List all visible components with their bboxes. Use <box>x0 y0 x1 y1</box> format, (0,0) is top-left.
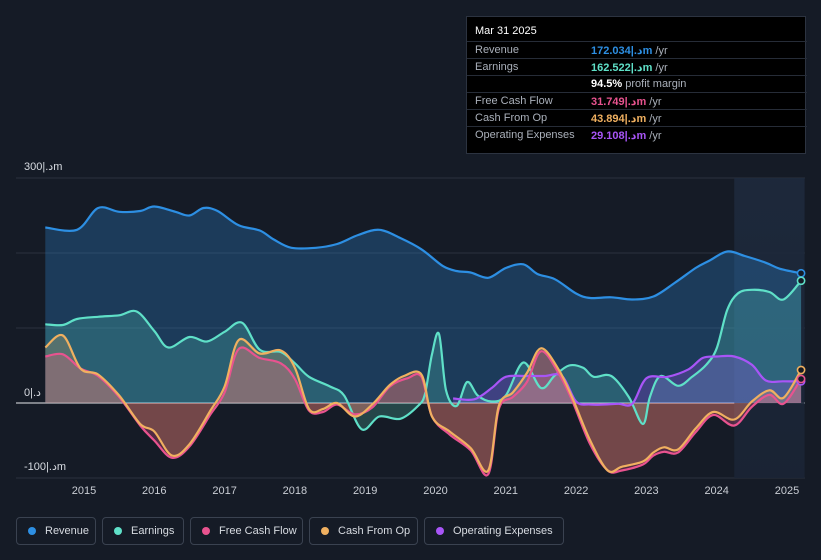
legend-label: Revenue <box>45 525 90 537</box>
chart-grid <box>16 177 805 479</box>
x-tick-label: 2022 <box>563 485 589 497</box>
line-operating-expenses <box>453 354 802 407</box>
y-label-top: 300|.دm <box>24 161 63 173</box>
x-tick-label: 2019 <box>352 485 378 497</box>
endpoint-earnings <box>796 276 806 286</box>
tooltip-value: 94.5% profit margin <box>591 78 687 90</box>
endpoint-cash-from-op <box>796 365 806 375</box>
tooltip-label: Free Cash Flow <box>475 95 553 107</box>
line-revenue <box>45 205 802 301</box>
area-earnings <box>45 280 802 430</box>
forecast-highlight <box>734 178 805 478</box>
area-cash-from-op <box>45 334 802 472</box>
x-tick-label: 2015 <box>71 485 97 497</box>
area-free-cash-flow <box>45 347 802 476</box>
tooltip-row-opex: Operating Expenses 29.108|.دm /yr <box>467 126 807 143</box>
tooltip-panel: Mar 31 2025 Revenue 172.034|.دm /yr Earn… <box>466 16 807 154</box>
chart-areas <box>45 206 802 476</box>
legend-dot-icon <box>436 527 444 535</box>
x-tick-label: 2023 <box>634 485 659 497</box>
tooltip-row-margin: 94.5% profit margin <box>467 75 807 92</box>
tooltip-row-revenue: Revenue 172.034|.دm /yr <box>467 41 807 58</box>
legend-item-operating-expenses[interactable]: Operating Expenses <box>424 517 564 545</box>
legend-item-cash-from-op[interactable]: Cash From Op <box>309 517 418 545</box>
legend-label: Free Cash Flow <box>219 525 297 537</box>
area-operating-expenses <box>453 355 802 406</box>
tooltip-value: 31.749|.دm /yr <box>591 96 662 108</box>
y-label-zero: 0|.د <box>24 387 41 399</box>
legend-dot-icon <box>321 527 329 535</box>
tooltip-label: Cash From Op <box>475 112 548 124</box>
tooltip-value: 172.034|.دm /yr <box>591 45 668 57</box>
endpoint-revenue <box>796 268 806 278</box>
legend-dot-icon <box>114 527 122 535</box>
legend-item-earnings[interactable]: Earnings <box>102 517 184 545</box>
x-tick-label: 2016 <box>142 485 167 497</box>
legend-item-free-cash-flow[interactable]: Free Cash Flow <box>190 517 303 545</box>
legend-label: Earnings <box>131 525 175 537</box>
tooltip-row-cfo: Cash From Op 43.894|.دm /yr <box>467 109 807 126</box>
x-tick-label: 2024 <box>704 485 729 497</box>
tooltip-label: Operating Expenses <box>475 129 575 141</box>
legend-label: Cash From Op <box>338 525 411 537</box>
recent-period-band <box>734 178 805 478</box>
tooltip-row-fcf: Free Cash Flow 31.749|.دm /yr <box>467 92 807 109</box>
tooltip-label: Revenue <box>475 44 520 56</box>
legend-dot-icon <box>202 527 210 535</box>
line-cash-from-op <box>44 333 803 474</box>
endpoint-free-cash-flow <box>796 374 806 384</box>
x-tick-label: 2017 <box>212 485 237 497</box>
legend-item-revenue[interactable]: Revenue <box>16 517 96 545</box>
tooltip-label: Earnings <box>475 61 519 73</box>
tooltip-row-earnings: Earnings 162.522|.دm /yr <box>467 58 807 75</box>
tooltip-value: 29.108|.دm /yr <box>591 130 662 142</box>
tooltip-value: 162.522|.دm /yr <box>591 62 668 74</box>
x-tick-label: 2018 <box>282 485 308 497</box>
tooltip-date: Mar 31 2025 <box>475 25 537 37</box>
chart-lines <box>44 205 803 477</box>
x-tick-label: 2020 <box>423 485 448 497</box>
chart-endpoints <box>796 268 806 386</box>
area-revenue <box>45 206 802 403</box>
x-tick-label: 2021 <box>493 485 519 497</box>
legend-dot-icon <box>28 527 36 535</box>
y-label-bottom: -100|.دm <box>24 461 67 473</box>
line-earnings <box>45 280 802 431</box>
x-tick-label: 2025 <box>774 485 800 497</box>
tooltip-value: 43.894|.دm /yr <box>591 113 662 125</box>
legend-label: Operating Expenses <box>453 525 553 537</box>
